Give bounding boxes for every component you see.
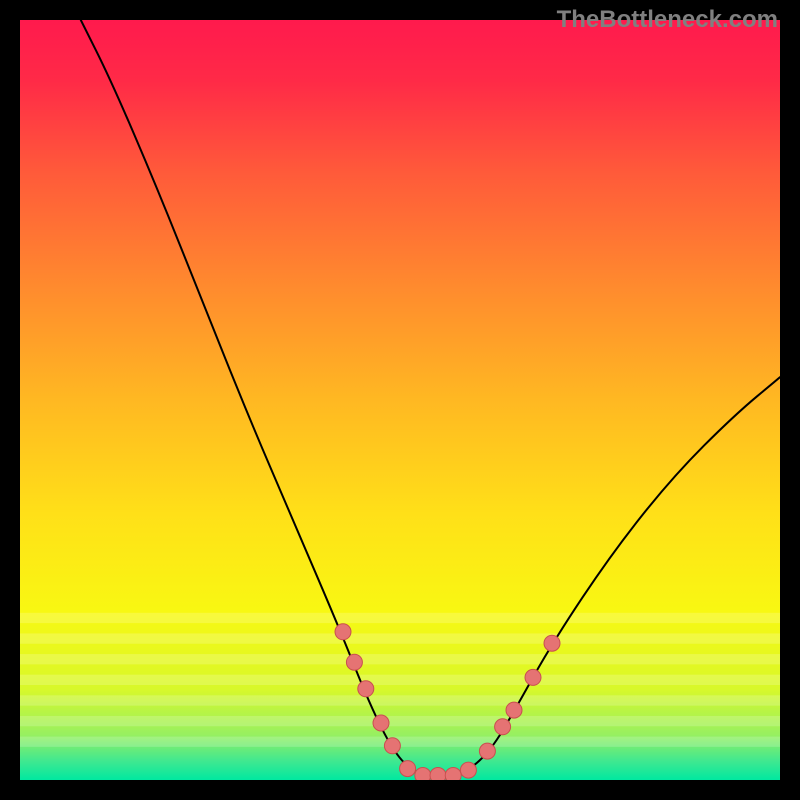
curve-marker — [335, 624, 351, 640]
curve-marker — [544, 635, 560, 651]
curve-marker — [346, 654, 362, 670]
curve-marker — [400, 761, 416, 777]
curve-marker — [373, 715, 389, 731]
curve-marker — [506, 702, 522, 718]
curve-marker — [430, 767, 446, 780]
curve-marker — [415, 767, 431, 780]
curve-marker — [358, 681, 374, 697]
chart-frame: TheBottleneck.com — [0, 0, 800, 800]
curve-marker — [384, 738, 400, 754]
plot-svg — [20, 20, 780, 780]
curve-marker — [460, 762, 476, 778]
plot-area — [20, 20, 780, 780]
curve-marker — [445, 767, 461, 780]
watermark-text: TheBottleneck.com — [557, 6, 778, 34]
curve-marker — [479, 743, 495, 759]
curve-marker — [495, 719, 511, 735]
curve-marker — [525, 669, 541, 685]
